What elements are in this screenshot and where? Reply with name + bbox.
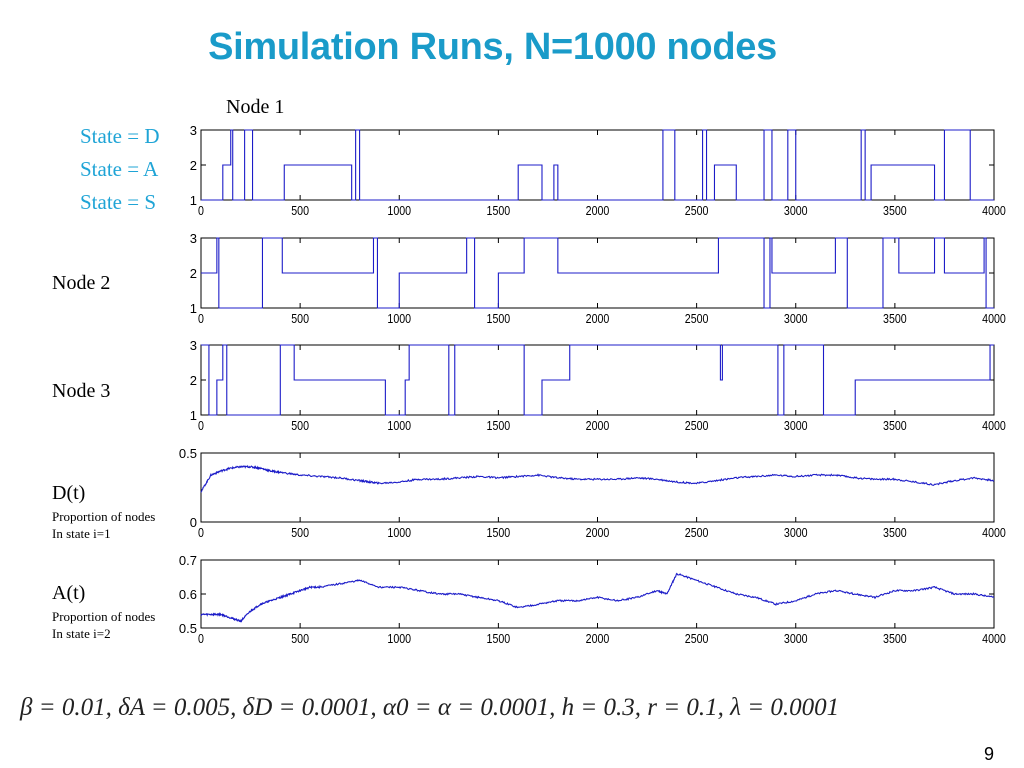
d-label: D(t) [52,482,86,504]
x-tick-label: 2500 [685,203,709,218]
x-tick-label: 0 [198,418,204,433]
plot-frame [200,559,995,629]
x-tick-label: 1000 [387,525,411,540]
chart-5: 0 500 1000 1500 2000 2500 3000 3500 4000 0.5 0.6 0.… [179,553,1006,646]
x-tick-label: 1500 [487,525,511,540]
series-line [201,344,994,416]
x-tick-label: 4000 [982,311,1006,326]
state-legend: State = D State = A State = S [80,120,160,219]
x-tick-label: 3500 [883,311,907,326]
y-tick-label: 2 [190,373,197,388]
a-description-line1: Proportion of nodes [52,609,156,624]
y-tick-label: 1 [190,301,197,316]
y-tick-label: 3 [190,123,197,138]
x-tick-label: 0 [198,525,204,540]
x-tick-label: 500 [291,203,309,218]
x-tick-label: 0 [198,203,204,218]
x-tick-label: 2500 [685,525,709,540]
x-tick-label: 2500 [685,418,709,433]
chart-1: 0 500 1000 1500 2000 2500 3000 3500 4000 1 2 3 [190,123,1006,218]
x-tick-label: 4000 [982,631,1006,646]
x-tick-label: 1000 [387,311,411,326]
x-tick-label: 3500 [883,418,907,433]
series-line [200,572,995,623]
a-description-line2: In state i=2 [52,626,111,641]
x-tick-label: 4000 [982,203,1006,218]
x-tick-label: 3500 [883,203,907,218]
x-tick-label: 3000 [784,311,808,326]
state-d-label: State = D [80,124,160,148]
slide-title: Simulation Runs, N=1000 nodes [208,26,777,68]
x-tick-label: 1500 [487,203,511,218]
y-tick-label: 3 [190,338,197,353]
x-tick-label: 1000 [387,631,411,646]
y-tick-label: 2 [190,158,197,173]
y-tick-label: 0.5 [179,446,197,461]
node2-label: Node 2 [52,272,111,294]
x-tick-label: 3000 [784,631,808,646]
x-tick-label: 1000 [387,203,411,218]
series-line [201,129,994,201]
node3-label: Node 3 [52,380,111,402]
x-tick-label: 2500 [685,631,709,646]
y-tick-label: 0.5 [179,621,197,636]
x-tick-label: 3500 [883,525,907,540]
x-tick-label: 500 [291,418,309,433]
parameter-formula: β = 0.01, δA = 0.005, δD = 0.0001, α0 = … [20,694,840,721]
x-tick-label: 1000 [387,418,411,433]
y-tick-label: 1 [190,193,197,208]
x-tick-label: 3000 [784,203,808,218]
x-tick-label: 2000 [586,203,610,218]
x-tick-label: 4000 [982,525,1006,540]
x-tick-label: 3000 [784,418,808,433]
state-a-label: State = A [80,157,159,181]
plot-frame [200,452,995,523]
x-tick-label: 1500 [487,631,511,646]
x-tick-label: 3500 [883,631,907,646]
x-tick-label: 1500 [487,418,511,433]
x-tick-label: 2000 [586,525,610,540]
series-line [201,237,994,309]
x-tick-label: 500 [291,631,309,646]
x-tick-label: 1500 [487,311,511,326]
y-tick-label: 1 [190,408,197,423]
y-tick-label: 0.6 [179,587,197,602]
x-tick-label: 0 [198,311,204,326]
x-tick-label: 2000 [586,631,610,646]
a-label: A(t) [52,582,86,604]
d-description-line1: Proportion of nodes [52,509,156,524]
chart-2: 0 500 1000 1500 2000 2500 3000 3500 4000 1 2 3 [190,231,1006,326]
state-s-label: State = S [80,190,157,214]
x-tick-label: 2000 [586,311,610,326]
y-tick-label: 0 [190,515,197,530]
x-tick-label: 500 [291,311,309,326]
d-description-line2: In state i=1 [52,526,111,541]
x-tick-label: 0 [198,631,204,646]
x-tick-label: 2000 [586,418,610,433]
chart-4: 0 500 1000 1500 2000 2500 3000 3500 4000 0 0.5 [179,446,1006,540]
y-tick-label: 0.7 [179,553,197,568]
y-tick-label: 2 [190,266,197,281]
x-tick-label: 500 [291,525,309,540]
y-tick-label: 3 [190,231,197,246]
page-number: 9 [983,744,994,764]
chart-3: 0 500 1000 1500 2000 2500 3000 3500 4000 1 2 3 [190,338,1006,433]
node1-label: Node 1 [226,96,285,118]
series-line [200,464,995,493]
x-tick-label: 4000 [982,418,1006,433]
x-tick-label: 2500 [685,311,709,326]
x-tick-label: 3000 [784,525,808,540]
